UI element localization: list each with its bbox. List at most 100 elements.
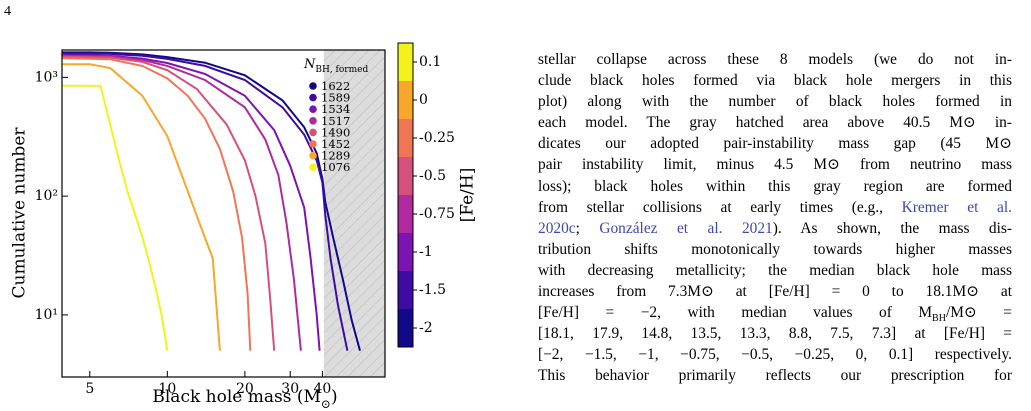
text-run: increases from 7.3M⊙ at [Fe/H] = 0 to 18… <box>538 283 1012 301</box>
colorbar-tick-label: 0 <box>419 92 428 108</box>
legend-label: 1490 <box>321 125 350 139</box>
text-line: dicates our adopted pair-instability mas… <box>538 133 1012 154</box>
text-line: pair instability limit, minus 4.5 M⊙ fro… <box>538 154 1012 175</box>
legend-marker <box>309 151 317 160</box>
x-tick-label: 30 <box>281 381 299 397</box>
series-line <box>62 55 276 351</box>
colorbar-segment <box>398 81 413 119</box>
text-run: clude black holes formed via black hole … <box>538 72 1012 90</box>
colorbar-segment <box>398 43 413 81</box>
page-number: 4 <box>4 4 11 19</box>
text-run: ). As shown, the mass dis- <box>772 219 1012 237</box>
text-line: [−2, −1.5, −1, −0.75, −0.5, −0.25, 0, 0.… <box>538 344 1012 365</box>
text-run: each model. The gray hatched area above … <box>538 114 1012 132</box>
legend-marker <box>309 140 317 148</box>
legend-marker <box>309 93 317 102</box>
y-tick-label: 10¹ <box>35 307 58 323</box>
text-run: plot) along with the number of black hol… <box>538 93 1012 111</box>
text-line: with decreasing metallicity; the median … <box>538 260 1012 281</box>
series-line <box>62 63 221 351</box>
colorbar-segment <box>398 157 413 195</box>
text-line: 2020c; González et al. 2021). As shown, … <box>538 218 1012 239</box>
legend-label: 1076 <box>321 160 350 174</box>
legend-marker <box>309 82 317 90</box>
text-run: from stellar collisions at early times (… <box>538 198 902 216</box>
x-tick-label: 40 <box>313 381 331 397</box>
legend-label: 1622 <box>321 79 350 93</box>
text-line: This behavior primarily reflects our pre… <box>538 365 1012 386</box>
y-tick-label: 10² <box>35 188 58 204</box>
x-tick-label: 5 <box>85 381 94 397</box>
plot-lines <box>62 51 361 351</box>
x-axis-label-part: ⊙ <box>321 397 331 411</box>
shaded-region <box>323 50 385 377</box>
colorbar-segment <box>398 309 413 347</box>
subscript: BH <box>932 313 946 325</box>
colorbar-tick-label: -0.5 <box>419 168 446 184</box>
colorbar-tick-label: -1.5 <box>419 282 446 298</box>
legend-marker <box>309 117 317 125</box>
text-line: each model. The gray hatched area above … <box>538 112 1012 133</box>
text-run: dicates our adopted pair-instability mas… <box>538 135 1012 153</box>
colorbar-segment <box>398 233 413 271</box>
text-run: This behavior primarily reflects our pre… <box>538 367 1012 385</box>
colorbar-tick-label: 0.1 <box>419 54 441 70</box>
x-tick-label: 10 <box>158 381 176 397</box>
body-text: stellar collapse across these 8 models (… <box>538 49 1012 387</box>
colorbar-segment <box>398 195 413 233</box>
x-axis-label-part: Black hole mass (M <box>152 387 321 407</box>
text-run: ; <box>575 219 600 237</box>
x-axis-label-part: ) <box>331 387 338 407</box>
citation-link[interactable]: Kremer et al. <box>901 198 1012 216</box>
text-run: [18.1, 17.9, 14.8, 13.5, 13.3, 8.8, 7.5,… <box>538 325 1012 343</box>
text-line: from stellar collisions at early times (… <box>538 197 1012 218</box>
citation-link[interactable]: 2020c <box>538 219 576 237</box>
colorbar-segment <box>398 271 413 309</box>
colorbar-tick-label: -0.75 <box>419 206 455 222</box>
legend-title: NBH, formed <box>303 57 368 75</box>
series-line <box>62 84 169 351</box>
text-run: pair instability limit, minus 4.5 M⊙ fro… <box>538 156 1012 174</box>
y-axis-label: Cumulative number <box>10 127 30 299</box>
legend-marker <box>309 163 317 171</box>
colorbar-label: [Fe/H] <box>458 168 478 223</box>
legend-label: 1589 <box>321 91 350 105</box>
x-axis-label: Black hole mass (M⊙) <box>152 387 337 411</box>
legend-label: 1517 <box>321 114 350 128</box>
text-line: [18.1, 17.9, 14.8, 13.5, 13.3, 8.8, 7.5,… <box>538 323 1012 344</box>
legend-title-sub: BH, formed <box>315 65 368 75</box>
text-run: tribution shifts monotonically towards h… <box>538 240 1012 258</box>
text-line: stellar collapse across these 8 models (… <box>538 49 1012 70</box>
x-tick-label: 20 <box>236 381 254 397</box>
text-run: [−2, −1.5, −1, −0.75, −0.5, −0.25, 0, 0.… <box>538 346 1012 364</box>
colorbar-tick-label: -1 <box>419 244 433 260</box>
legend-marker <box>309 128 317 137</box>
text-line: loss); black holes within this gray regi… <box>538 176 1012 197</box>
text-line: increases from 7.3M⊙ at [Fe/H] = 0 to 18… <box>538 281 1012 302</box>
text-run: [Fe/H] = −2, with median values of M <box>538 304 933 322</box>
series-line <box>62 52 349 351</box>
colorbar-frame <box>397 42 414 348</box>
legend-title-main: N <box>303 57 316 72</box>
series-line <box>62 54 302 351</box>
series-line <box>62 51 361 351</box>
text-run: stellar collapse across these 8 models (… <box>538 51 1012 68</box>
legend-label: 1534 <box>321 102 350 116</box>
text-run: with decreasing metallicity; the median … <box>538 261 1012 279</box>
text-run: loss); black holes within this gray regi… <box>538 177 1012 195</box>
legend-label: 1452 <box>321 137 350 151</box>
text-line: tribution shifts monotonically towards h… <box>538 239 1012 260</box>
colorbar-tick-label: -2 <box>419 320 433 336</box>
citation-link[interactable]: González et al. 2021 <box>599 219 773 237</box>
colorbar-segment <box>398 119 413 157</box>
plot-frame <box>61 49 386 378</box>
chart: 5 10 20 30 40 10¹ 10² 10³ Black hole mass (M⊙) Cu… <box>10 42 478 411</box>
text-line: clude black holes formed via black hole … <box>538 70 1012 91</box>
legend-label: 1289 <box>321 149 350 163</box>
text-run: /M⊙ = <box>945 304 1012 322</box>
text-line: [Fe/H] = −2, with median values of MBH/M… <box>538 302 1012 325</box>
series-line <box>62 57 252 351</box>
colorbar-tick-label: -0.25 <box>419 130 455 146</box>
legend-marker <box>309 105 317 113</box>
